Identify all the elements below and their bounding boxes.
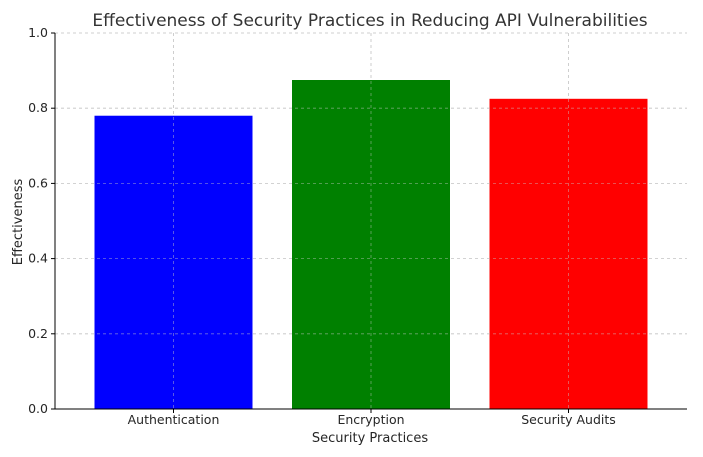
y-tick-label: 0.4 bbox=[28, 251, 48, 266]
bar-security-audits bbox=[489, 98, 648, 410]
x-tick-label: Security Audits bbox=[521, 412, 616, 427]
x-tick-label: Authentication bbox=[128, 412, 220, 427]
y-tick-label: 0.8 bbox=[28, 100, 48, 115]
x-tick-label: Encryption bbox=[337, 412, 404, 427]
bar-layer bbox=[55, 32, 687, 410]
y-tick-label: 0.0 bbox=[28, 401, 48, 416]
tick-layer: 0.0 0.2 0.4 0.6 0.8 1.0 Authentication Encrypti… bbox=[28, 25, 616, 427]
y-tick-label: 0.6 bbox=[28, 175, 48, 190]
x-axis-label: Security Practices bbox=[312, 431, 428, 446]
y-axis-label: Effectiveness bbox=[11, 179, 26, 266]
y-tick-label: 1.0 bbox=[28, 25, 48, 40]
chart-title: Effectiveness of Security Practices in R… bbox=[92, 11, 647, 31]
y-tick-label: 0.2 bbox=[28, 326, 48, 341]
